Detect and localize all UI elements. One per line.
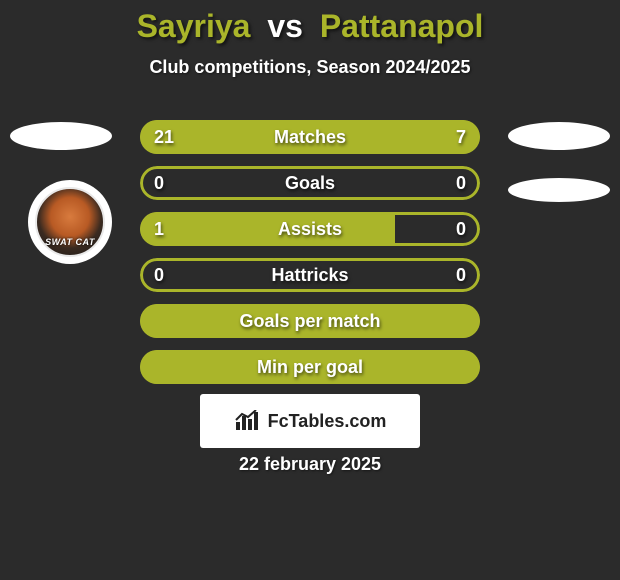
bar-label: Assists bbox=[140, 212, 480, 246]
title-separator: vs bbox=[267, 8, 303, 44]
bar-value-left: 21 bbox=[154, 120, 174, 154]
bar-row: Goals0 0 bbox=[140, 166, 480, 200]
title-player-a: Sayriya bbox=[137, 8, 251, 44]
bar-row: Matches21 7 bbox=[140, 120, 480, 154]
chart-icon bbox=[234, 410, 262, 432]
badge-placeholder-left-1 bbox=[10, 122, 112, 150]
bar-row: Min per goal bbox=[140, 350, 480, 384]
bar-label: Min per goal bbox=[140, 350, 480, 384]
comparison-card: Sayriya vs Pattanapol Club competitions,… bbox=[0, 0, 620, 580]
branding-text: FcTables.com bbox=[268, 411, 387, 432]
bar-value-left: 1 bbox=[154, 212, 164, 246]
bar-label: Goals per match bbox=[140, 304, 480, 338]
bar-value-right: 7 bbox=[456, 120, 466, 154]
badge-logo-text: SWAT CAT bbox=[37, 237, 103, 247]
subtitle: Club competitions, Season 2024/2025 bbox=[0, 57, 620, 78]
bar-row: Hattricks0 0 bbox=[140, 258, 480, 292]
badge-logo-left: SWAT CAT bbox=[28, 180, 112, 264]
page-title: Sayriya vs Pattanapol bbox=[0, 0, 620, 45]
title-player-b: Pattanapol bbox=[320, 8, 484, 44]
bar-value-left: 0 bbox=[154, 258, 164, 292]
bar-value-right: 0 bbox=[456, 212, 466, 246]
bar-label: Goals bbox=[140, 166, 480, 200]
bar-value-left: 0 bbox=[154, 166, 164, 200]
bar-row: Assists1 0 bbox=[140, 212, 480, 246]
bar-row: Goals per match bbox=[140, 304, 480, 338]
bar-label: Hattricks bbox=[140, 258, 480, 292]
bar-value-right: 0 bbox=[456, 166, 466, 200]
branding-box: FcTables.com bbox=[200, 394, 420, 448]
badge-placeholder-right-2 bbox=[508, 178, 610, 202]
badge-placeholder-right-1 bbox=[508, 122, 610, 150]
comparison-bars: Matches217Goals00Assists10Hattricks00Goa… bbox=[140, 120, 480, 396]
badge-logo-inner: SWAT CAT bbox=[35, 187, 105, 257]
footer-date: 22 february 2025 bbox=[0, 454, 620, 475]
bar-label: Matches bbox=[140, 120, 480, 154]
branding-inner: FcTables.com bbox=[234, 410, 387, 432]
bar-value-right: 0 bbox=[456, 258, 466, 292]
